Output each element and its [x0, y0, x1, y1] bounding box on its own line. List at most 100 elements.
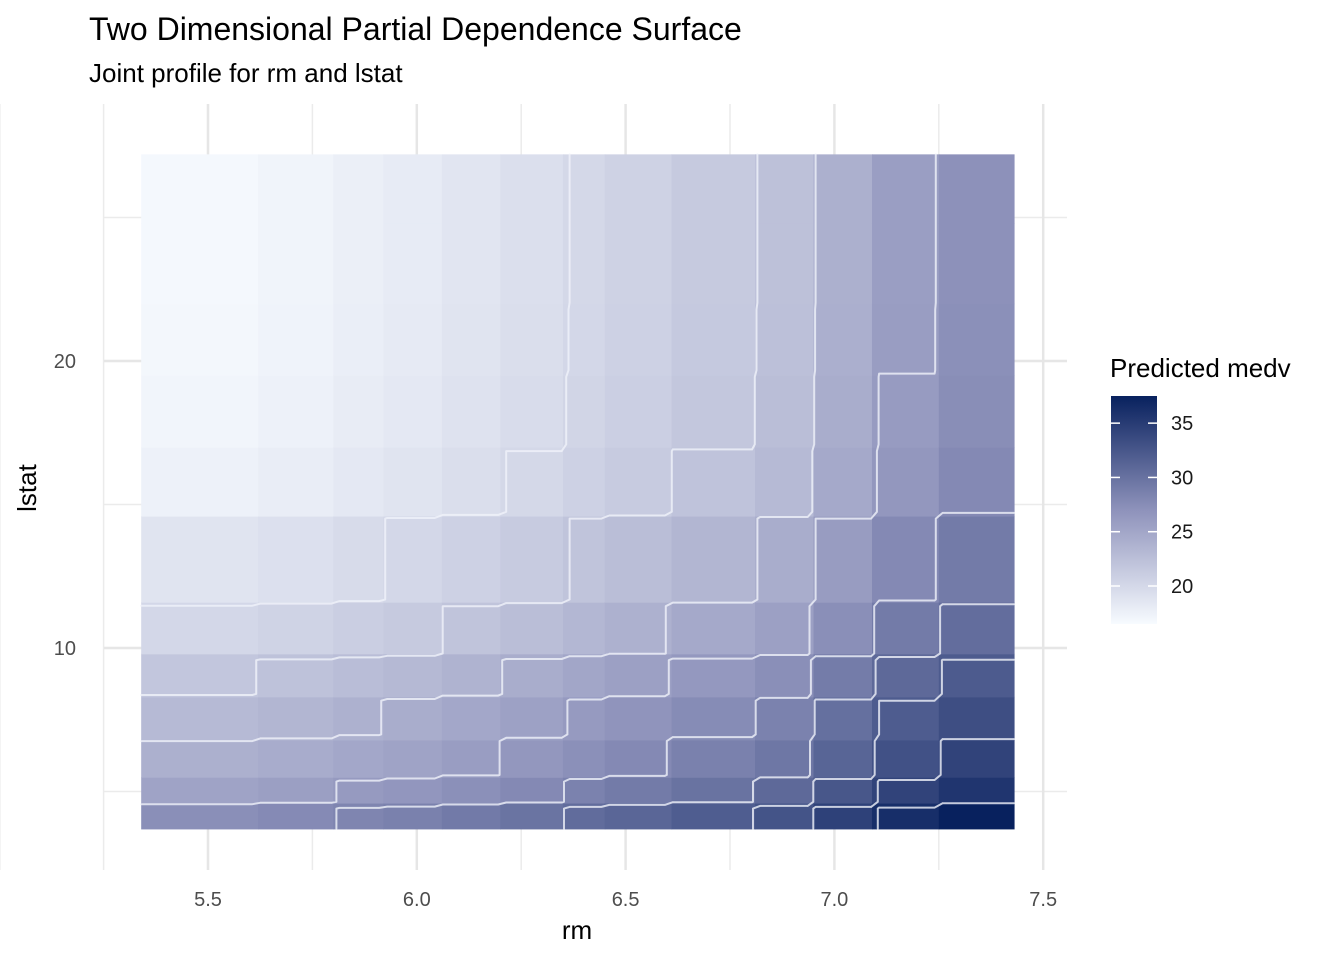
- heatmap-tile: [141, 223, 259, 305]
- heatmap-tile: [813, 777, 873, 804]
- contour-line: [140, 153, 937, 806]
- legend: Predicted medv 20 25 30 35: [1110, 353, 1291, 624]
- heatmap-tile: [604, 303, 673, 376]
- heatmap-tile: [562, 696, 606, 741]
- heatmap-tile: [871, 303, 940, 376]
- heatmap-tile: [258, 802, 334, 830]
- heatmap-tile: [383, 303, 443, 376]
- heatmap-tile: [333, 739, 384, 778]
- heatmap-tile: [604, 653, 673, 698]
- heatmap-tile: [441, 447, 501, 517]
- heatmap-tile: [871, 223, 940, 305]
- y-axis-ticks: 10 20: [54, 351, 76, 660]
- heatmap-tile: [755, 223, 815, 305]
- heatmap-tile: [938, 777, 1015, 804]
- heatmap-tile: [562, 602, 606, 655]
- legend-tick-label: 25: [1171, 522, 1193, 544]
- heatmap-tile: [383, 515, 443, 603]
- heatmap-tile: [562, 777, 606, 804]
- heatmap-tile: [383, 696, 443, 741]
- heatmap-tile: [441, 154, 501, 224]
- heatmap-tile: [258, 602, 334, 655]
- heatmap-tile: [441, 653, 501, 698]
- heatmap-tile: [813, 602, 873, 655]
- heatmap-tile: [258, 303, 334, 376]
- heatmap-tile: [938, 653, 1015, 698]
- heatmap-tile: [258, 154, 334, 224]
- heatmap-tile: [141, 154, 259, 224]
- heatmap-tile: [258, 739, 334, 778]
- heatmap-tile: [141, 602, 259, 655]
- contour-line: [563, 603, 1015, 830]
- heatmap-tile: [671, 777, 756, 804]
- heatmap-tile: [604, 375, 673, 448]
- heatmap-tile: [938, 303, 1015, 376]
- heatmap-tile: [441, 602, 501, 655]
- heatmap-tile: [500, 739, 564, 778]
- heatmap-tile: [441, 303, 501, 376]
- heatmap-tile: [755, 777, 815, 804]
- contour-lines: [140, 153, 1015, 830]
- x-tick-label: 7.0: [820, 889, 848, 911]
- contour-line: [752, 658, 1015, 830]
- x-axis-title: rm: [562, 915, 592, 945]
- heatmap-tile: [500, 154, 564, 224]
- heatmap-tile: [500, 303, 564, 376]
- heatmap-tile: [671, 375, 756, 448]
- heatmap-tile: [333, 653, 384, 698]
- heatmap-tile: [938, 515, 1015, 603]
- heatmap-tile: [755, 447, 815, 517]
- heatmap-tile: [871, 447, 940, 517]
- heatmap-tile: [500, 375, 564, 448]
- heatmap-tile: [755, 375, 815, 448]
- heatmap-tile: [755, 154, 815, 224]
- heatmap-tile: [871, 739, 940, 778]
- y-axis-title: lstat: [12, 463, 42, 511]
- heatmap-tile: [813, 375, 873, 448]
- x-tick-label: 6.0: [403, 889, 431, 911]
- heatmap-tile: [604, 154, 673, 224]
- heatmap-tile: [383, 447, 443, 517]
- heatmap-tile: [258, 223, 334, 305]
- heatmap-tile: [333, 696, 384, 741]
- heatmap-tile: [604, 223, 673, 305]
- heatmap-tile: [441, 777, 501, 804]
- heatmap-tile: [258, 515, 334, 603]
- chart-title: Two Dimensional Partial Dependence Surfa…: [89, 11, 742, 47]
- y-tick-label: 10: [54, 638, 76, 660]
- heatmap-tile: [813, 696, 873, 741]
- heatmap-tile: [562, 375, 606, 448]
- heatmap-tile: [383, 653, 443, 698]
- legend-tick-label: 30: [1171, 467, 1193, 489]
- heatmap-tile: [938, 739, 1015, 778]
- heatmap-tile: [562, 653, 606, 698]
- heatmap-tile: [604, 447, 673, 517]
- heatmap-tile: [671, 802, 756, 830]
- heatmap-tile: [333, 154, 384, 224]
- heatmap-tile: [258, 696, 334, 741]
- heatmap-tile: [333, 375, 384, 448]
- heatmap-tile: [141, 739, 259, 778]
- heatmap-tile: [604, 739, 673, 778]
- x-axis-ticks: 5.5 6.0 6.5 7.0 7.5: [194, 889, 1057, 911]
- heatmap-tile: [333, 447, 384, 517]
- heatmap-tile: [258, 375, 334, 448]
- heatmap-tile: [671, 223, 756, 305]
- heatmap-tile: [500, 602, 564, 655]
- heatmap-tile: [671, 154, 756, 224]
- heatmap-tile: [383, 777, 443, 804]
- x-tick-label: 5.5: [194, 889, 222, 911]
- heatmap-tile: [938, 696, 1015, 741]
- contour-line: [140, 153, 571, 607]
- heatmap-tile: [671, 602, 756, 655]
- heatmap-tile: [604, 777, 673, 804]
- heatmap-tile: [755, 802, 815, 830]
- heatmap-tile: [755, 739, 815, 778]
- heatmap-tile: [258, 447, 334, 517]
- heatmap-tile: [671, 696, 756, 741]
- heatmap-tile: [500, 653, 564, 698]
- heatmap-tile: [500, 802, 564, 830]
- heatmap-tile: [562, 739, 606, 778]
- heatmap-tile: [938, 802, 1015, 830]
